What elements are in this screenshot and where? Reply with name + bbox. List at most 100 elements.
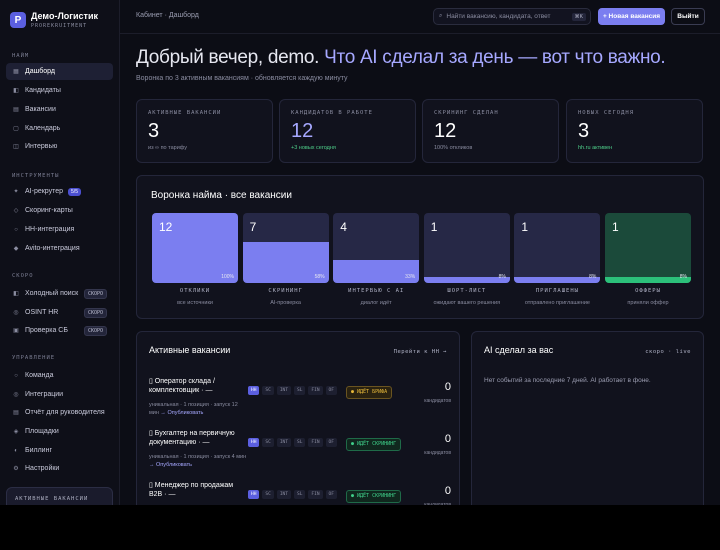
stat-note: 100% откликов [434, 145, 473, 151]
funnel-bar[interactable]: 1 8% [605, 213, 691, 283]
ai-recruiter-icon: ✦ [13, 189, 19, 195]
stat-card[interactable]: КАНДИДАТОВ В РАБОТЕ 12 +3 новых сегодня [279, 99, 416, 163]
logout-button[interactable]: Выйти [671, 8, 705, 25]
vacancy-stage-chip: SC [262, 438, 274, 447]
nav-section-tools: ИНСТРУМЕНТЫ [12, 173, 60, 179]
sidebar-item-label: Календарь [25, 125, 61, 132]
funnel-count: 1 [430, 220, 438, 234]
vacancy-stages: HH SC INT SL FIN OF [248, 490, 340, 499]
funnel-bar-fill [514, 277, 601, 283]
publish-link[interactable]: → Опубликовать [160, 410, 204, 416]
funnel-bar[interactable]: 1 8% [423, 213, 510, 283]
vacancy-stage-chip: SC [262, 490, 274, 499]
settings-icon: ⚙ [13, 466, 19, 472]
sidebar-item-label: Биллинг [25, 447, 53, 454]
sidebar-item-15[interactable]: ◈ Площадки [6, 423, 113, 440]
stat-label: КАНДИДАТОВ В РАБОТЕ [291, 110, 373, 116]
avito-integration-icon: ◆ [13, 246, 19, 252]
vacancy-stage-chip: SL [293, 490, 306, 499]
search-input[interactable]: ⌕ Найти вакансию, кандидата, ответ ⌘K [433, 8, 591, 25]
funnel-bar-fill [605, 277, 691, 283]
page-subtitle: Воронка по 3 активным вакансиям · обновл… [136, 75, 348, 82]
ai-status: скоро · live [645, 349, 691, 355]
sidebar-item-13[interactable]: ◎ Интеграции [6, 386, 113, 403]
go-to-hh-link[interactable]: Перейти к HH → [393, 349, 447, 355]
vacancies-icon: ▤ [13, 107, 19, 113]
funnel-bar-fill [423, 277, 510, 283]
stat-card[interactable]: НОВЫХ СЕГОДНЯ 3 hh.ru активен [566, 99, 703, 163]
sidebar-item-8[interactable]: ◆ Avito-интеграция [6, 240, 113, 257]
vacancy-stage-chip: OF [325, 438, 337, 447]
funnel-count: 7 [249, 220, 257, 234]
sidebar-item-4[interactable]: ◫ Интервью [6, 138, 113, 155]
sidebar-item-7[interactable]: ○ HH-интеграция [6, 221, 113, 238]
vacancies-title: Активные вакансии [149, 345, 231, 355]
vacancy-meta-text: уникальная · 1 позиция · запуск 12 мин [149, 402, 238, 416]
stat-card[interactable]: СКРИНИНГ СДЕЛАН 12 100% откликов [422, 99, 559, 163]
sidebar-item-label: Отчёт для руководителя [25, 409, 105, 416]
new-vacancy-button[interactable]: + Новая вакансия [598, 8, 665, 25]
sidebar-item-label: HH-интеграция [25, 226, 75, 233]
stat-label: СКРИНИНГ СДЕЛАН [434, 110, 499, 116]
vacancy-row[interactable]: ▯ Бухгалтер на первичную документацию · … [149, 429, 459, 475]
nav-section-hiring: НАЙМ [12, 53, 30, 59]
sidebar-item-label: Площадки [25, 428, 59, 435]
vacancy-stages: HH SC INT SL FIN OF [248, 386, 340, 395]
stat-note: из ∞ по тарифу [148, 145, 187, 151]
sidebar-item-label: AI-рекрутер [25, 188, 64, 195]
sidebar-item-11[interactable]: ▣ Проверка СБ СКОРО [6, 322, 113, 339]
vacancy-title: ▯ Менеджер по продажам B2B · — [149, 482, 234, 498]
funnel-stage-sub: диалог идёт [360, 300, 392, 306]
funnel-bar-fill [152, 213, 238, 283]
sidebar-item-badge: СКОРО [83, 325, 107, 336]
funnel-bar[interactable]: 7 58% [242, 213, 329, 283]
sidebar-item-6[interactable]: ◇ Скоринг-карты [6, 202, 113, 219]
page-title: Добрый вечер, demo. Что AI сделал за ден… [136, 47, 666, 69]
funnel-stage-label: ИНТЕРВЬЮ С AI [348, 288, 405, 294]
active-vacancies-panel: Активные вакансии Перейти к HH → ▯ Опера… [136, 331, 460, 505]
sidebar-item-17[interactable]: ⚙ Настройки [6, 460, 113, 477]
sidebar-item-5[interactable]: ✦ AI-рекрутер 5/5 [6, 183, 113, 200]
active-vacancies-card[interactable]: АКТИВНЫЕ ВАКАНСИИ [6, 487, 113, 505]
search-shortcut: ⌘K [571, 13, 586, 21]
sidebar-item-14[interactable]: ▤ Отчёт для руководителя [6, 404, 113, 421]
sidebar-item-label: Скоринг-карты [25, 207, 73, 214]
brand[interactable]: P Демо-Логистик PROREKRUITMENT [10, 11, 98, 29]
sidebar-item-12[interactable]: ○ Команда [6, 367, 113, 384]
integrations-icon: ◎ [13, 392, 19, 398]
sidebar-item-9[interactable]: ◧ Холодный поиск СКОРО [6, 285, 113, 302]
topbar: Кабинет · Дашборд ⌕ Найти вакансию, канд… [120, 0, 720, 34]
vacancy-title: ▯ Бухгалтер на первичную документацию · … [149, 430, 235, 446]
sidebar-item-2[interactable]: ▤ Вакансии [6, 101, 113, 118]
sidebar-item-label: Проверка СБ [25, 327, 68, 334]
vacancy-title: ▯ Оператор склада / комплектовщик · — [149, 378, 215, 394]
vacancy-row[interactable]: ▯ Менеджер по продажам B2B · —уникальная… [149, 481, 459, 505]
platforms-icon: ◈ [13, 429, 19, 435]
calendar-icon: ▢ [13, 126, 19, 132]
vacancy-count-label: кандидатов [424, 450, 451, 456]
stat-value: 12 [291, 120, 314, 142]
vacancy-stage-chip: SL [293, 438, 306, 447]
funnel-bar[interactable]: 12 100% [152, 213, 238, 283]
vacancy-candidate-count: 0 [444, 485, 451, 497]
vacancy-row[interactable]: ▯ Оператор склада / комплектовщик · — уни… [149, 377, 459, 423]
sidebar-item-3[interactable]: ▢ Календарь [6, 120, 113, 137]
funnel-percent: 8% [679, 274, 687, 280]
vacancy-stage-chip: HH [248, 490, 260, 499]
sidebar-item-10[interactable]: ◎ OSINT HR СКОРО [6, 304, 113, 321]
funnel-title: Воронка найма · все вакансии [151, 190, 292, 201]
sidebar-item-0[interactable]: ▦ Дашборд [6, 63, 113, 80]
publish-link[interactable]: → Опубликовать [149, 462, 192, 468]
sidebar-item-label: Команда [25, 372, 54, 379]
sidebar-item-16[interactable]: ◐ Биллинг [6, 442, 113, 459]
vacancy-meta: уникальная · 1 позиция · запуск 4 мин → … [149, 453, 247, 469]
hh-integration-icon: ○ [14, 226, 18, 233]
sidebar-item-1[interactable]: ◧ Кандидаты [6, 82, 113, 99]
sidebar-item-label: Настройки [25, 465, 60, 472]
stat-label: НОВЫХ СЕГОДНЯ [578, 110, 635, 116]
funnel-stage-sub: AI-проверка [270, 300, 301, 306]
funnel-bar[interactable]: 1 8% [514, 213, 601, 283]
funnel-bar[interactable]: 4 33% [333, 213, 420, 283]
vacancy-stage-chip: FIN [308, 438, 323, 447]
stat-card[interactable]: АКТИВНЫЕ ВАКАНСИИ 3 из ∞ по тарифу [136, 99, 273, 163]
